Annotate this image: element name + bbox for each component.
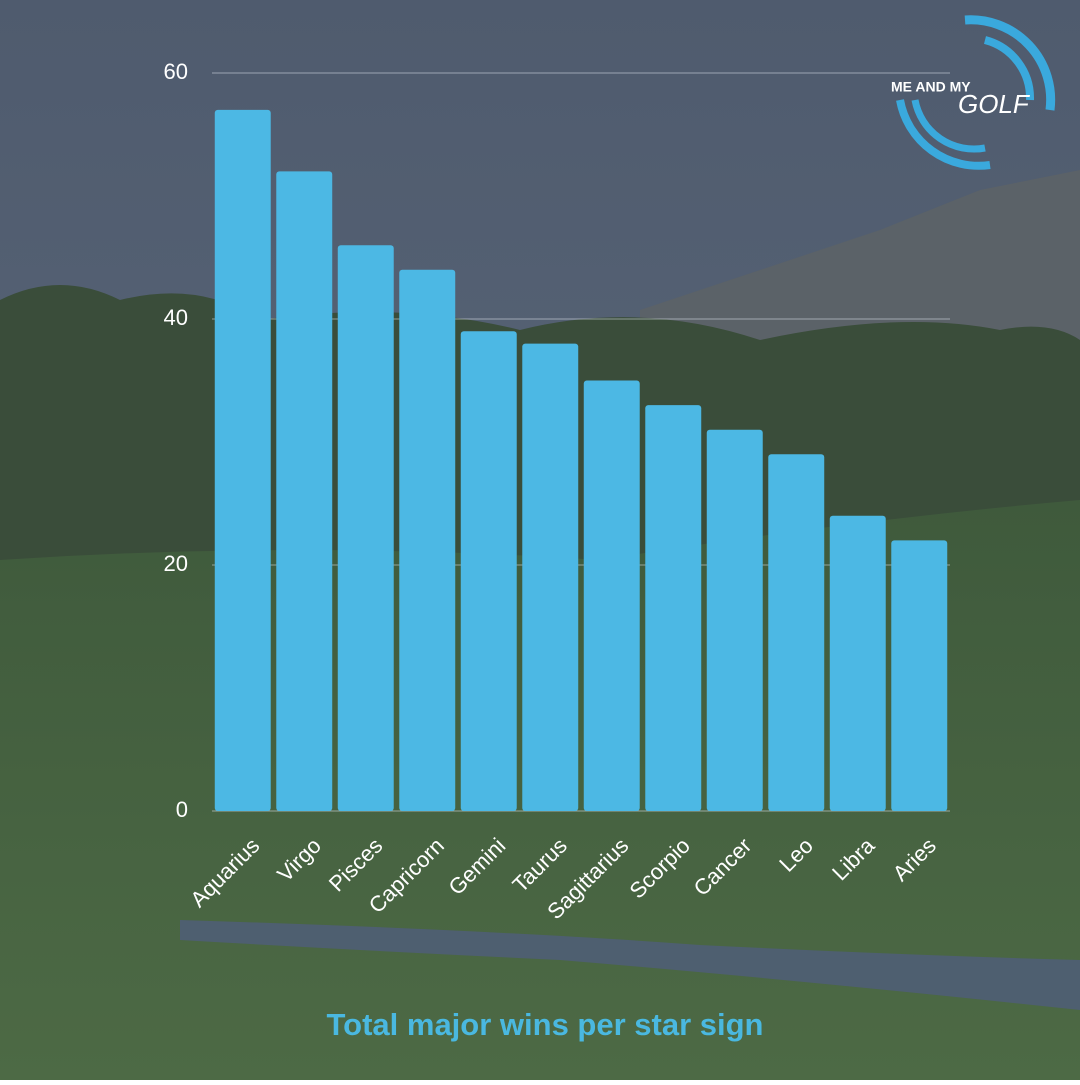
bar xyxy=(768,454,825,811)
bar xyxy=(891,540,948,811)
y-tick-label: 40 xyxy=(164,305,188,330)
y-tick-label: 0 xyxy=(176,797,188,822)
logo-text: ME AND MY xyxy=(891,79,971,95)
bar xyxy=(276,171,333,811)
y-tick-label: 60 xyxy=(164,59,188,84)
chart-title: Total major wins per star sign xyxy=(327,1007,764,1042)
bar xyxy=(522,343,579,811)
logo-text: GOLF xyxy=(958,89,1031,119)
bar xyxy=(337,245,394,811)
bar xyxy=(214,109,271,811)
bar xyxy=(706,429,763,811)
bar xyxy=(460,331,517,811)
bar xyxy=(583,380,640,811)
y-tick-label: 20 xyxy=(164,551,188,576)
bar xyxy=(399,269,456,811)
logo: ME AND MY GOLF xyxy=(891,15,1056,170)
bar xyxy=(645,405,702,811)
bar xyxy=(829,515,886,811)
